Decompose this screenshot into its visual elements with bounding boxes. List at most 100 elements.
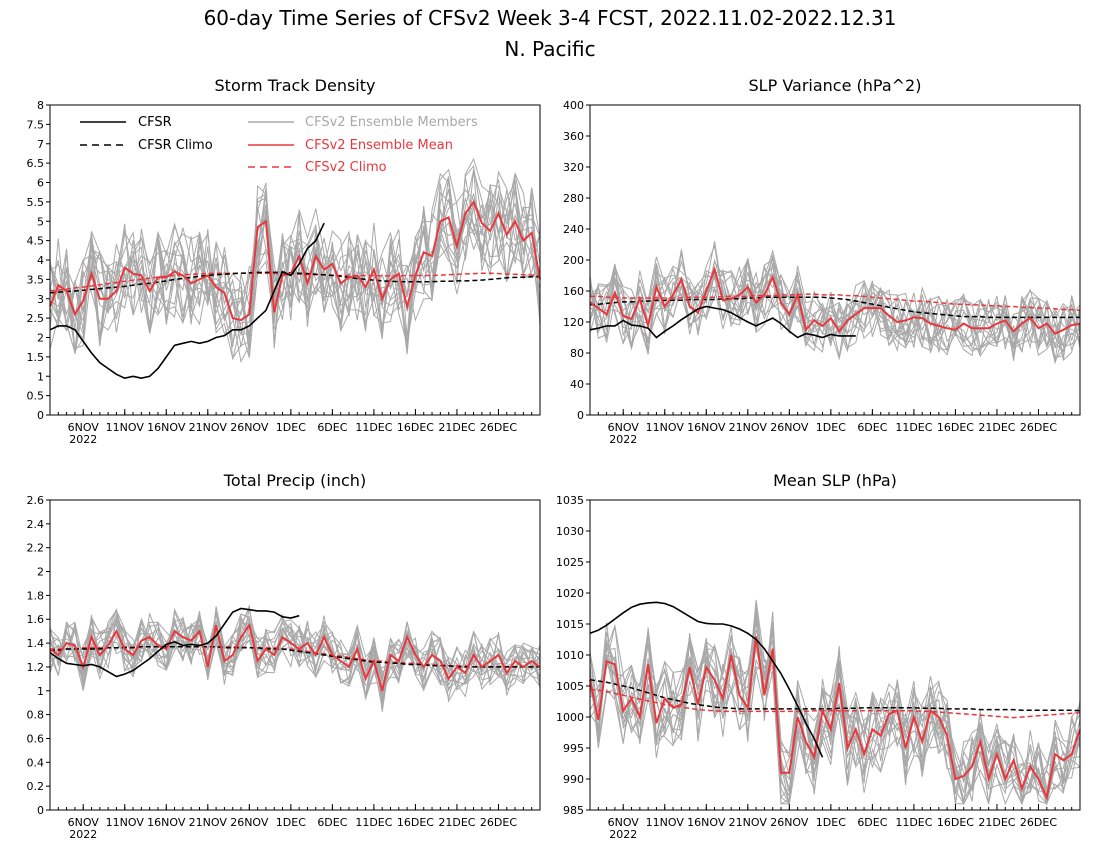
x-tick-label: 26NOV (230, 421, 269, 434)
x-tick-label: 11DEC (895, 816, 932, 829)
ensemble-member-line (589, 263, 1081, 357)
y-tick-label: 995 (563, 742, 584, 755)
x-tick-label: 11DEC (355, 421, 392, 434)
x-tick-label: 16DEC (397, 421, 434, 434)
cfsr-climo-line (589, 296, 1080, 319)
x-tick-label: 16DEC (397, 816, 434, 829)
panel-title: Mean SLP (hPa) (773, 471, 897, 490)
y-tick-label: 240 (563, 223, 584, 236)
ensemble-member-line (49, 613, 541, 709)
x-tick-label: 1DEC (816, 816, 846, 829)
y-tick-label: 1000 (556, 711, 584, 724)
panel-slp-variance: SLP Variance (hPa^2) 0 40 80 120 160 200 240 28… (563, 76, 1081, 446)
y-tick-label: 2 (37, 332, 44, 345)
cfsv2-climo-line (49, 272, 541, 292)
x-tick-label: 21NOV (189, 421, 228, 434)
ensemble-member-line (589, 599, 1081, 804)
x-tick-label: 21NOV (729, 421, 768, 434)
y-tick-label: 1015 (556, 618, 584, 631)
cfsr-line (589, 601, 824, 758)
x-tick-label: 16NOV (147, 421, 186, 434)
y-tick-label: 2.2 (27, 542, 45, 555)
y-tick-label: 360 (563, 130, 584, 143)
y-tick-label: 1.4 (27, 637, 45, 650)
panel-title: Total Precip (inch) (223, 471, 366, 490)
y-tick-label: 80 (570, 347, 584, 360)
panel-mean-slp: Mean SLP (hPa) 985 990 995 1000 1005 1010 1015… (556, 471, 1081, 841)
x-tick-label: 26DEC (1020, 816, 1057, 829)
ensemble-mean-line (589, 266, 1081, 335)
legend-label-cfsr-climo: CFSR Climo (138, 138, 213, 153)
y-tick-label: 1020 (556, 587, 584, 600)
ensemble-member-line (49, 612, 541, 693)
x-tick-label: 21DEC (438, 421, 475, 434)
legend-label-cfsv2-climo: CFSv2 Climo (305, 160, 387, 175)
x-tick-label: 11DEC (895, 421, 932, 434)
x-tick-label: 26NOV (230, 816, 269, 829)
y-tick-label: 1005 (556, 680, 584, 693)
x-tick-year-label: 2022 (609, 433, 637, 446)
x-tick-label: 26NOV (770, 816, 809, 829)
y-tick-label: 2.5 (27, 312, 45, 325)
y-tick-label: 1.6 (27, 613, 45, 626)
panel-title: SLP Variance (hPa^2) (749, 76, 922, 95)
panel-title: Storm Track Density (215, 76, 376, 95)
ensemble-member-line (589, 263, 1081, 359)
x-tick-year-label: 2022 (609, 828, 637, 841)
ensemble-mean-line (49, 622, 541, 692)
ensemble-mean-line (589, 636, 1081, 801)
x-tick-label: 11NOV (646, 816, 685, 829)
y-tick-label: 6.5 (27, 157, 45, 170)
x-tick-label: 6NOV (68, 816, 100, 829)
figure-subtitle: N. Pacific (504, 37, 595, 61)
y-tick-label: 2.6 (27, 494, 45, 507)
x-tick-label: 21DEC (978, 421, 1015, 434)
y-tick-label: 1010 (556, 649, 584, 662)
cfsr-line (49, 607, 300, 678)
x-tick-label: 1DEC (276, 421, 306, 434)
ensemble-member-line (589, 258, 1081, 361)
y-tick-label: 160 (563, 285, 584, 298)
y-tick-label: 1025 (556, 556, 584, 569)
plot-frame (589, 104, 1081, 416)
legend: CFSR CFSR Climo CFSv2 Ensemble Members C… (80, 115, 478, 175)
y-tick-label: 4 (37, 254, 44, 267)
x-tick-label: 16NOV (687, 816, 726, 829)
y-tick-label: 40 (570, 378, 584, 391)
y-tick-label: 0.4 (27, 756, 45, 769)
x-tick-label: 16DEC (937, 421, 974, 434)
y-tick-label: 990 (563, 773, 584, 786)
plot-frame (589, 499, 1081, 811)
x-tick-label: 6DEC (857, 816, 887, 829)
legend-label-members: CFSv2 Ensemble Members (305, 115, 478, 130)
y-tick-label: 5.5 (27, 196, 45, 209)
y-tick-label: 120 (563, 316, 584, 329)
x-tick-label: 21NOV (189, 816, 228, 829)
x-tick-label: 6NOV (608, 421, 640, 434)
y-tick-label: 1.8 (27, 589, 45, 602)
legend-label-ens-mean: CFSv2 Ensemble Mean (305, 138, 453, 153)
y-tick-label: 7 (37, 138, 44, 151)
y-tick-label: 0 (37, 804, 44, 817)
panel-total-precip: Total Precip (inch) 0 0.2 0.4 0.6 0.8 1 1.2 1.4… (27, 471, 541, 841)
x-tick-label: 16NOV (687, 421, 726, 434)
y-tick-label: 400 (563, 99, 584, 112)
x-tick-label: 16DEC (937, 816, 974, 829)
y-tick-label: 3.5 (27, 273, 45, 286)
cfsv2-climo-line (50, 645, 540, 668)
ensemble-member-line (589, 632, 1081, 806)
cfsr-climo-line (49, 271, 540, 294)
ensemble-mean-line (49, 199, 541, 322)
y-tick-label: 7.5 (27, 118, 45, 131)
x-tick-label: 1DEC (816, 421, 846, 434)
legend-label-cfsr: CFSR (138, 115, 172, 130)
x-tick-label: 21NOV (729, 816, 768, 829)
y-tick-label: 1035 (556, 494, 584, 507)
x-tick-label: 26NOV (770, 421, 809, 434)
x-tick-label: 6NOV (68, 421, 100, 434)
y-tick-label: 0.5 (27, 390, 45, 403)
y-tick-label: 8 (37, 99, 44, 112)
plot-frame (49, 499, 541, 811)
x-tick-label: 6DEC (857, 421, 887, 434)
